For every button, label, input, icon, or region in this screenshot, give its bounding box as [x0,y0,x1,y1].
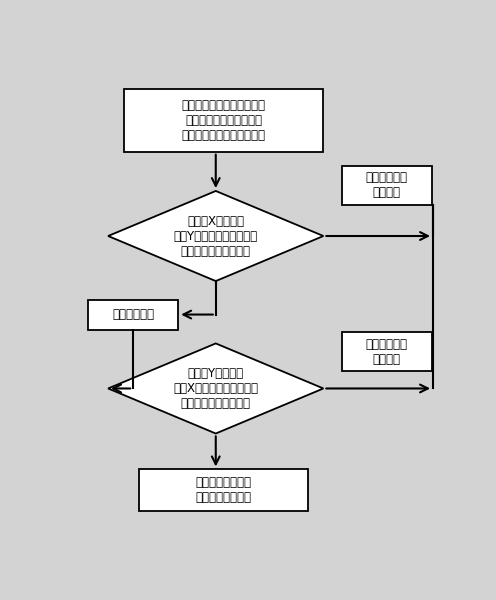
Text: 测试笔X轴向滑压
进行Y轴向线性测试，并输
出节点信号至电脑主机: 测试笔X轴向滑压 进行Y轴向线性测试，并输 出节点信号至电脑主机 [174,215,258,257]
FancyBboxPatch shape [124,89,323,152]
Text: 待测试触摸屏半成品与电脑
主机相连，并开启测试软
件，填写待测半成品的线数: 待测试触摸屏半成品与电脑 主机相连，并开启测试软 件，填写待测半成品的线数 [182,99,265,142]
Text: 信号准确显示: 信号准确显示 [112,308,154,321]
FancyBboxPatch shape [139,469,308,511]
Text: 测试笔Y轴向滑压
进行X轴向线性测试，并输
出节点信号至电脑主机: 测试笔Y轴向滑压 进行X轴向线性测试，并输 出节点信号至电脑主机 [173,367,258,410]
Polygon shape [108,191,323,281]
Polygon shape [108,343,323,434]
FancyBboxPatch shape [342,166,432,205]
FancyBboxPatch shape [88,299,178,329]
FancyBboxPatch shape [342,332,432,371]
Text: 退出测试结果并准
备下一待测触摸屏: 退出测试结果并准 备下一待测触摸屏 [195,476,251,504]
Text: 信号无显示或
多点显示: 信号无显示或 多点显示 [366,338,408,365]
Text: 信号无显示或
多点显示: 信号无显示或 多点显示 [366,171,408,199]
